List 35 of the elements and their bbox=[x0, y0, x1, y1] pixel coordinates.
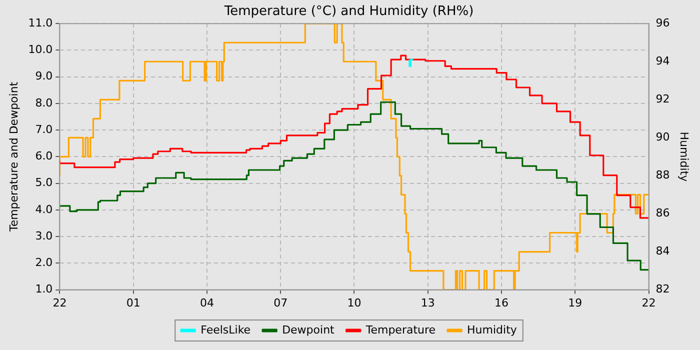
y-tick-label: 9.0 bbox=[35, 70, 53, 83]
legend-label: Temperature bbox=[364, 323, 436, 336]
y-tick-label: 1.0 bbox=[35, 282, 53, 296]
x-tick-label: 10 bbox=[347, 296, 362, 310]
legend-label: FeelsLike bbox=[200, 323, 251, 336]
x-tick-label: 13 bbox=[420, 296, 435, 310]
x-tick-label: 22 bbox=[52, 296, 67, 310]
y-axis-title: Temperature and Dewpoint bbox=[7, 81, 20, 233]
y2-tick-label: 86 bbox=[656, 206, 670, 220]
x-tick-label: 04 bbox=[200, 296, 214, 310]
y-tick-label: 11.0 bbox=[28, 16, 53, 30]
y2-tick-label: 94 bbox=[656, 54, 670, 68]
x-tick-label: 16 bbox=[494, 296, 509, 310]
y2-tick-label: 88 bbox=[656, 168, 670, 182]
y-tick-label: 3.0 bbox=[35, 229, 53, 242]
x-tick-label: 07 bbox=[274, 296, 288, 310]
legend-label: Dewpoint bbox=[282, 323, 336, 336]
y2-tick-label: 90 bbox=[656, 130, 670, 144]
y2-tick-label: 82 bbox=[656, 282, 670, 296]
y-tick-label: 8.0 bbox=[35, 96, 53, 110]
y2-tick-label: 96 bbox=[656, 16, 670, 30]
y-tick-label: 5.0 bbox=[35, 176, 53, 190]
y-tick-label: 7.0 bbox=[35, 122, 53, 136]
y-tick-label: 6.0 bbox=[35, 150, 53, 163]
y-tick-label: 2.0 bbox=[35, 256, 53, 270]
y-tick-label: 10.0 bbox=[28, 43, 53, 56]
x-tick-label: 01 bbox=[126, 296, 140, 310]
y2-axis-title: Humidity bbox=[678, 132, 691, 182]
y-tick-label: 4.0 bbox=[35, 202, 53, 216]
y2-tick-label: 84 bbox=[656, 244, 670, 258]
chart-title: Temperature (°C) and Humidity (RH%) bbox=[223, 4, 474, 20]
legend-label: Humidity bbox=[467, 323, 518, 336]
x-tick-label: 22 bbox=[642, 296, 656, 310]
y2-tick-label: 92 bbox=[656, 92, 670, 106]
x-tick-label: 19 bbox=[568, 296, 582, 310]
